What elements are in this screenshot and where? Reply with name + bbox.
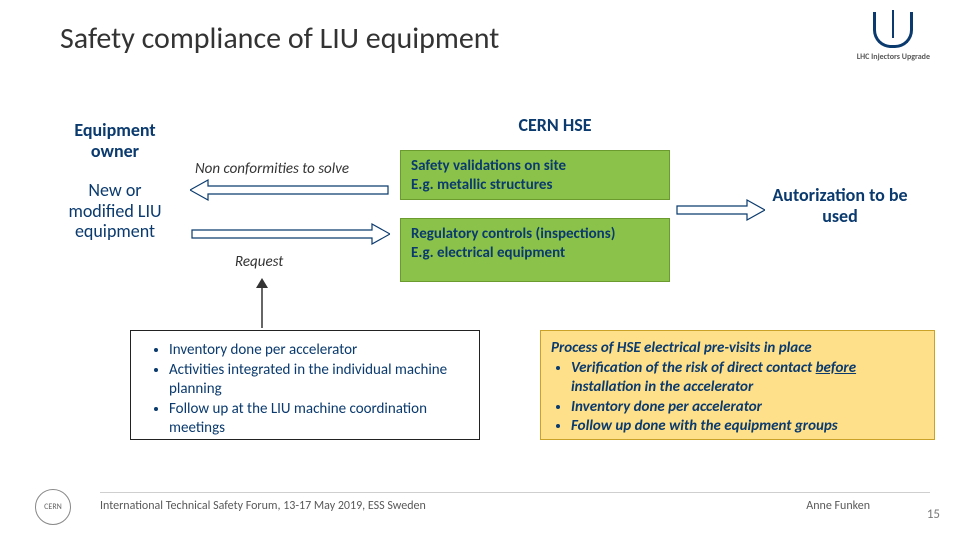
label-new-equipment: New or modified LIU equipment [55, 180, 175, 242]
logo-caption: LHC Injectors Upgrade [857, 52, 930, 62]
arrow-auth-icon [675, 198, 765, 222]
page-number: 15 [927, 507, 940, 522]
greenbox-regulatory: Regulatory controls (inspections) E.g. e… [400, 218, 670, 282]
arrow-label-request: Request [235, 253, 283, 271]
label-equipment-owner: Equipment owner [55, 120, 175, 161]
arrow-right-icon [190, 222, 390, 246]
process-box: Process of HSE electrical pre-visits in … [540, 330, 935, 440]
greenbox-validations: Safety validations on siteE.g. metallic … [400, 150, 670, 200]
footer-right: Anne Funken [806, 499, 870, 522]
label-authorization: Autorization to be used [770, 185, 910, 226]
inventory-item: Inventory done per accelerator [169, 341, 469, 361]
inventory-box: Inventory done per accelerator Activitie… [130, 330, 480, 440]
arrow-left-icon [190, 178, 390, 202]
arrow-up-icon [253, 278, 271, 328]
inventory-item: Follow up at the LIU machine coordinatio… [169, 400, 469, 439]
process-item: Inventory done per accelerator [571, 398, 924, 418]
process-heading: Process of HSE electrical pre-visits in … [551, 339, 924, 359]
liu-logo: LHC Injectors Upgrade [857, 12, 930, 62]
inventory-item: Activities integrated in the individual … [169, 361, 469, 400]
logo-u-icon [873, 12, 913, 48]
process-item: Follow up done with the equipment groups [571, 417, 924, 437]
footer: International Technical Safety Forum, 13… [100, 492, 930, 522]
arrow-label-nonconformities: Non conformities to solve [195, 160, 349, 178]
page-title: Safety compliance of LIU equipment [60, 20, 499, 57]
label-cern-hse: CERN HSE [485, 115, 625, 136]
process-item: Verification of the risk of direct conta… [571, 359, 924, 398]
footer-left: International Technical Safety Forum, 13… [100, 499, 426, 522]
cern-logo-icon: CERN [35, 489, 71, 525]
